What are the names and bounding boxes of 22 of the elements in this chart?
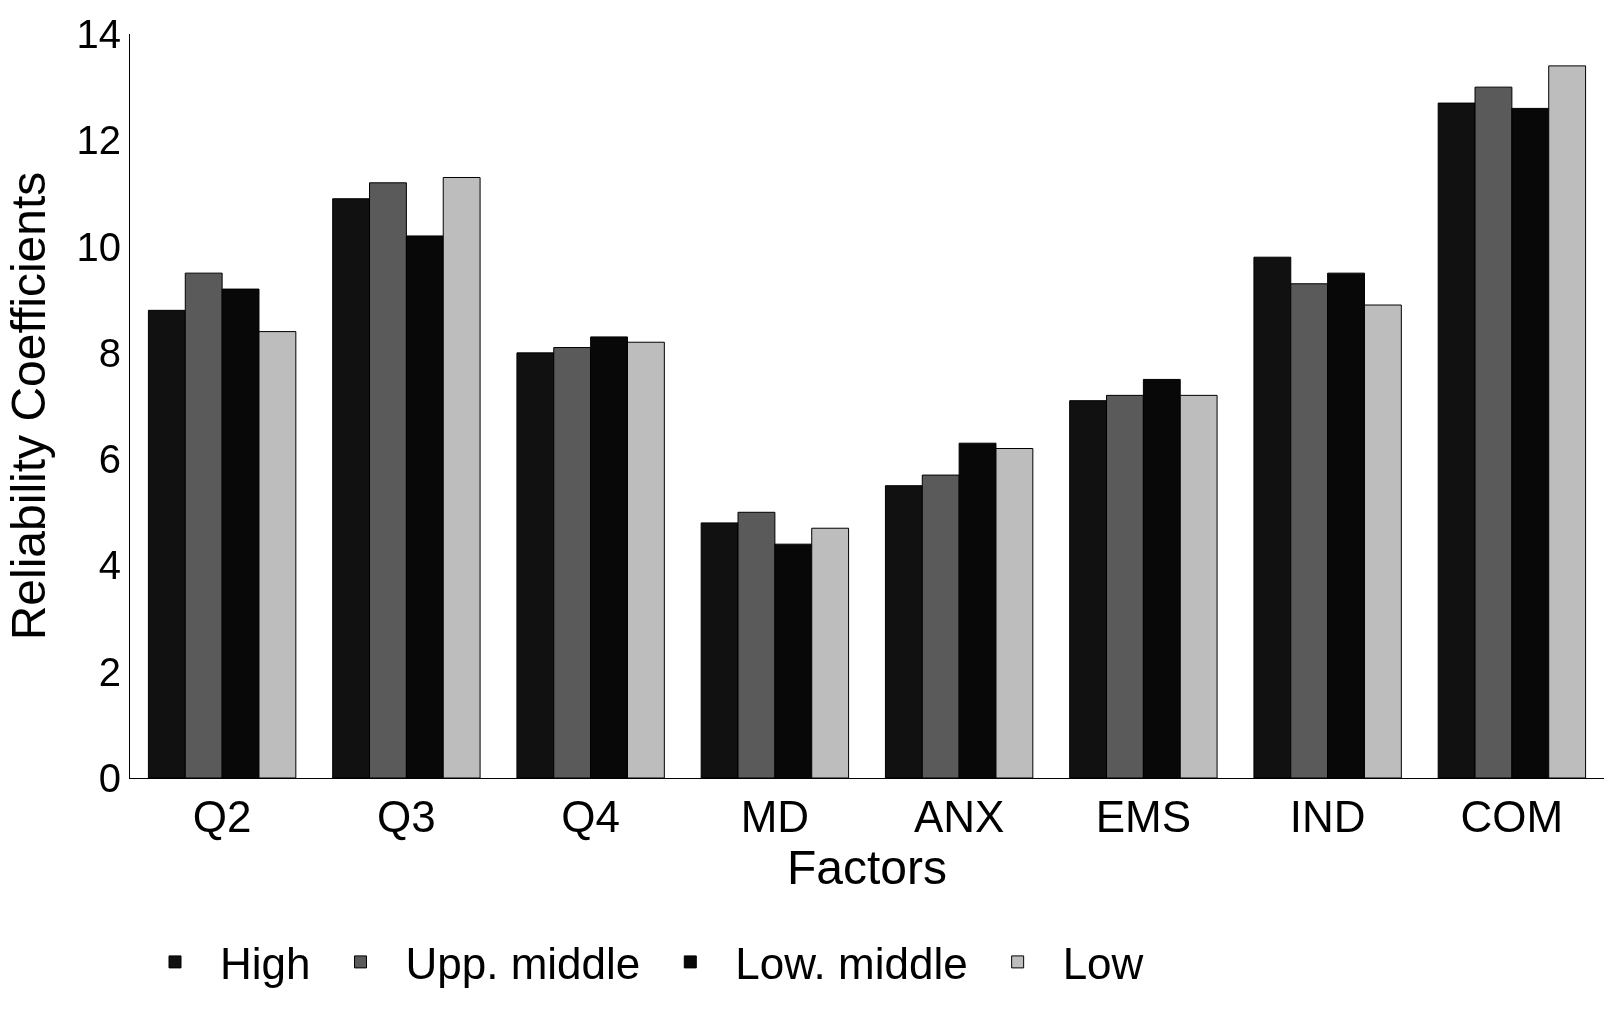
y-tick-label: 6 (98, 437, 121, 482)
x-tick-label: Q2 (192, 791, 252, 841)
legend-label: Low (1062, 939, 1144, 989)
y-tick-label: 4 (98, 543, 121, 588)
y-tick-label: 10 (76, 224, 121, 269)
y-tick-label: 8 (98, 330, 121, 375)
y-axis-title: Reliability Coefficients (2, 171, 56, 641)
x-tick-label: IND (1289, 791, 1366, 841)
y-tick-label: 0 (98, 756, 121, 800)
legend-label: Upp. middle (405, 939, 641, 989)
x-tick-label: ANX (913, 791, 1005, 841)
y-tick-label: 14 (76, 12, 121, 56)
legend-label: High (220, 939, 311, 989)
y-tick-label: 12 (76, 118, 121, 163)
legend-label: Low. middle (735, 939, 968, 989)
x-tick-label: COM (1460, 791, 1564, 841)
y-tick-label: 2 (98, 649, 121, 694)
x-tick-label: MD (740, 791, 810, 841)
x-axis-title: Factors (786, 840, 948, 894)
x-tick-label: Q3 (377, 791, 436, 841)
x-tick-label: EMS (1095, 791, 1192, 841)
x-tick-label: Q4 (561, 791, 620, 841)
